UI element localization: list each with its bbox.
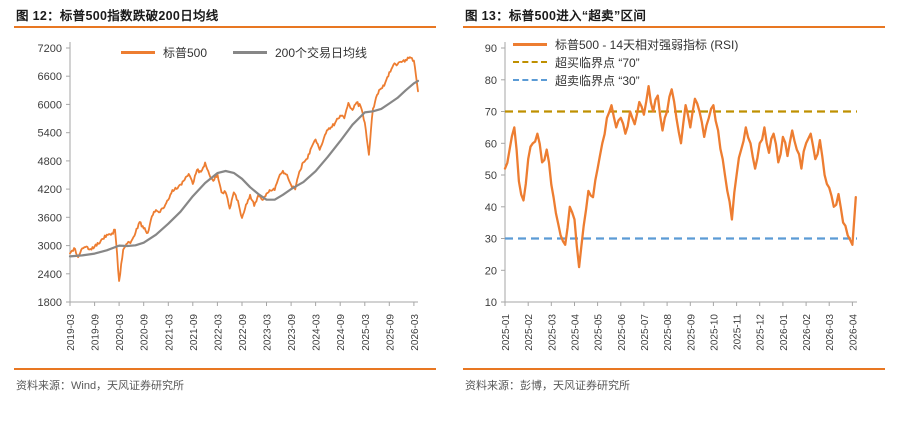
x-axis-tick-label: 2026-01	[779, 314, 790, 351]
legend-item: 超买临界点 “70”	[513, 54, 738, 70]
y-axis-tick-label: 6000	[38, 99, 62, 111]
x-axis-tick-label: 2020-09	[140, 314, 151, 351]
legend-label: 标普500	[162, 45, 207, 60]
figure-12-title: 图 12：标普500指数跌破200日均线	[16, 9, 219, 23]
y-axis-tick-label: 7200	[38, 43, 62, 55]
figure-13-title-rule	[463, 26, 885, 28]
figure-12-chart: 1800 2400 3000 3600 4200 4800 5400 6000 6600 7200…	[38, 42, 421, 351]
x-axis-tick-label: 2026-03	[410, 314, 421, 351]
series-line-0	[503, 84, 857, 269]
legend-label: 标普500 - 14天相对强弱指标 (RSI)	[555, 37, 739, 52]
axis-lines	[504, 42, 857, 303]
x-axis-tick-label: 2025-07	[640, 314, 651, 351]
y-axis-tick-label: 70	[485, 107, 497, 119]
legend-label: 超卖临界点 “30”	[555, 73, 640, 88]
figure-13-title: 图 13：标普500进入“超卖”区间	[465, 9, 647, 23]
x-axis-tick-label: 2020-03	[115, 314, 126, 351]
legend-item: 超卖临界点 “30”	[513, 72, 738, 88]
x-axis-tick-label: 2025-03	[361, 314, 372, 351]
y-axis-tick-label: 4800	[38, 156, 62, 168]
legend-line-sample	[233, 50, 267, 54]
figure-12-legend: 标普500 200个交易日均线	[70, 44, 418, 60]
x-axis-tick-label: 2022-09	[238, 314, 249, 351]
x-axis-tick-label: 2024-09	[336, 314, 347, 351]
y-axis-tick-label: 4200	[38, 184, 62, 196]
x-axis-tick-label: 2025-01	[501, 314, 512, 351]
y-axis-tick-label: 50	[485, 170, 497, 182]
figure-12-source-rule	[14, 368, 436, 370]
figure-12-panel: 图 12：标普500指数跌破200日均线 标普500 200个交易日均线 1800…	[0, 0, 448, 427]
x-axis-tick-label: 2021-09	[189, 314, 200, 351]
legend-label: 200个交易日均线	[275, 45, 368, 60]
y-axis-tick-label: 3600	[38, 212, 62, 224]
x-axis-tick-label: 2025-04	[571, 314, 582, 351]
figure-13-source: 资料来源：彭博，天风证券研究所	[465, 380, 630, 392]
figure-12-source: 资料来源：Wind，天风证券研究所	[16, 380, 185, 392]
figure-12-title-rule	[14, 26, 436, 28]
y-axis-tick-label: 30	[485, 234, 497, 246]
legend-dashed-line-sample	[513, 79, 547, 81]
x-axis-tick-label: 2019-09	[91, 314, 102, 351]
legend-line-sample	[513, 42, 547, 46]
x-axis-tick-label: 2025-02	[524, 314, 535, 351]
x-axis-tick-label: 2023-09	[287, 314, 298, 351]
x-axis-tick-label: 2025-12	[756, 314, 767, 351]
x-axis-tick-label: 2025-10	[709, 314, 720, 351]
y-axis-tick-label: 20	[485, 265, 497, 277]
legend-label: 超买临界点 “70”	[555, 55, 640, 70]
x-axis-tick-label: 2026-03	[825, 314, 836, 351]
x-axis-tick-label: 2025-03	[547, 314, 558, 351]
y-axis-tick-label: 3000	[38, 241, 62, 253]
legend-item: 标普500 - 14天相对强弱指标 (RSI)	[513, 36, 738, 52]
legend-item: 200个交易日均线	[233, 44, 367, 60]
x-axis-tick-label: 2026-04	[848, 314, 859, 351]
y-axis-tick-label: 5400	[38, 128, 62, 140]
series-line-1	[68, 79, 420, 258]
x-axis-tick-label: 2025-09	[686, 314, 697, 351]
x-axis-tick-label: 2021-03	[164, 314, 175, 351]
legend-dashed-line-sample	[513, 61, 547, 63]
x-axis-tick-label: 2019-03	[66, 314, 77, 351]
legend-item: 标普500	[120, 44, 207, 60]
y-axis-tick-label: 2400	[38, 269, 62, 281]
y-axis-tick-label: 40	[485, 202, 497, 214]
x-axis-tick-label: 2026-02	[802, 314, 813, 351]
x-axis-tick-label: 2025-08	[663, 314, 674, 351]
y-axis-tick-label: 60	[485, 138, 497, 150]
y-axis-tick-label: 1800	[38, 297, 62, 309]
x-axis-tick-label: 2025-05	[594, 314, 605, 351]
figure-13-chart: 10 20 30 40 50 60 70 80 90 2025-01 2025-02 2025-03 2…	[485, 42, 859, 351]
legend-line-sample	[120, 50, 155, 54]
x-axis-tick-label: 2025-09	[385, 314, 396, 351]
figure-13-legend: 标普500 - 14天相对强弱指标 (RSI) 超买临界点 “70” 超卖临界点 “…	[513, 36, 738, 88]
x-axis-tick-label: 2025-11	[733, 314, 744, 350]
x-axis-tick-label: 2022-03	[213, 314, 224, 351]
x-axis-tick-label: 2023-03	[263, 314, 274, 351]
figure-13-panel: 图 13：标普500进入“超卖”区间 标普500 - 14天相对强弱指标 (RS…	[449, 0, 897, 427]
series-line-0	[69, 56, 419, 282]
y-axis-tick-label: 6600	[38, 71, 62, 83]
y-axis-tick-label: 90	[485, 43, 497, 55]
y-axis-tick-label: 10	[485, 297, 497, 309]
x-axis-tick-label: 2025-06	[617, 314, 628, 351]
x-axis-tick-label: 2024-03	[312, 314, 323, 351]
figure-13-source-rule	[463, 368, 885, 370]
y-axis-tick-label: 80	[485, 75, 497, 87]
